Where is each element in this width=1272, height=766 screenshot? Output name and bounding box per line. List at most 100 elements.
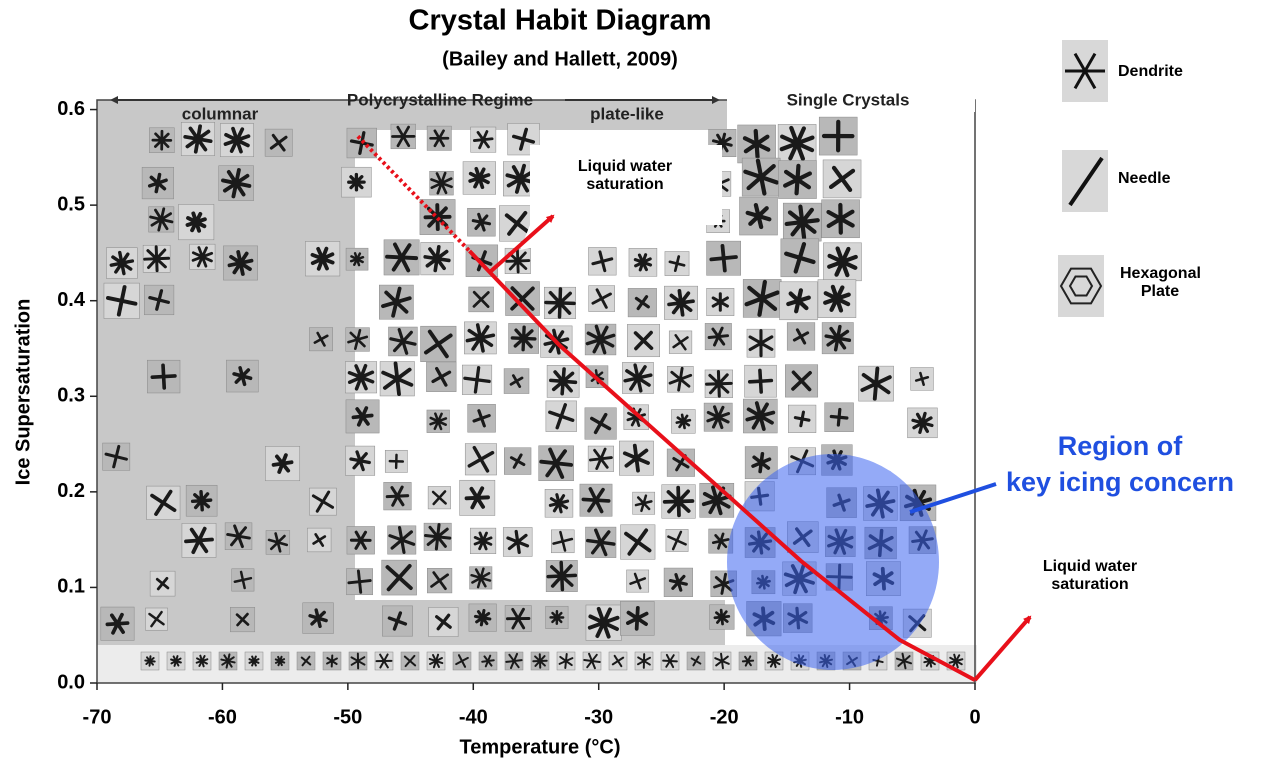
regime-label: columnar <box>182 104 259 123</box>
legend-icon <box>1062 150 1108 212</box>
crystal-image <box>420 199 455 234</box>
crystal-image <box>666 529 688 551</box>
crystal-image <box>470 567 492 589</box>
y-tick-label: 0.3 <box>57 385 85 407</box>
crystal-arm <box>750 381 772 382</box>
crystal-image <box>305 241 340 276</box>
crystal-image <box>144 285 174 315</box>
crystal-arm <box>201 492 202 510</box>
crystal-image <box>463 162 496 195</box>
icing-region <box>727 454 939 670</box>
crystal-image <box>469 287 494 312</box>
crystal-image <box>629 248 657 276</box>
crystal-image <box>225 523 252 550</box>
crystal-arm <box>760 454 762 472</box>
x-tick-label: -10 <box>835 706 864 728</box>
crystal-image <box>219 652 237 670</box>
y-axis-label: Ice Supersaturation <box>12 299 34 486</box>
crystal-image <box>705 370 733 398</box>
legend-icon-frame <box>1058 255 1104 317</box>
crystal-image <box>186 485 217 516</box>
crystal-image <box>825 403 854 432</box>
crystal-image <box>346 569 372 595</box>
crystal-image <box>388 327 417 356</box>
crystal-image <box>588 247 616 275</box>
x-tick-label: -20 <box>710 706 739 728</box>
crystal-arm <box>507 261 529 262</box>
crystal-image <box>347 526 375 554</box>
crystal-image <box>671 410 695 434</box>
crystal-image <box>589 286 615 312</box>
crystal-image <box>778 161 816 199</box>
crystal-image <box>742 158 780 196</box>
crystal-image <box>859 366 894 401</box>
crystal-image <box>531 652 549 670</box>
crystal-image <box>345 446 374 475</box>
x-tick-label: -40 <box>459 706 488 728</box>
crystal-image <box>669 331 692 354</box>
crystal-image <box>911 368 934 391</box>
crystal-image <box>346 400 379 433</box>
crystal-image <box>467 208 495 236</box>
crystal-image <box>707 288 734 315</box>
crystal-arm <box>875 369 878 399</box>
crystal-arm <box>711 257 736 259</box>
legend-label: Needle <box>1118 170 1228 188</box>
crystal-image <box>379 285 413 319</box>
crystal-image <box>427 410 450 433</box>
crystal-image <box>309 328 332 351</box>
regime-label: Single Crystals <box>787 90 910 109</box>
crystal-image <box>743 399 777 433</box>
crystal-image <box>182 523 216 557</box>
crystal-arm <box>678 488 679 516</box>
crystal-image <box>738 125 776 163</box>
crystal-image <box>271 652 289 670</box>
crystal-image <box>819 117 857 155</box>
legend-icon <box>1058 255 1104 317</box>
crystal-image <box>664 568 693 597</box>
crystal-image <box>380 362 414 396</box>
crystal-image <box>427 568 452 593</box>
crystal-image <box>546 401 577 432</box>
crystal-image <box>421 326 457 362</box>
crystal-image <box>588 446 614 472</box>
crystal-image <box>245 652 263 670</box>
crystal-image <box>544 287 575 318</box>
crystal-image <box>664 286 697 319</box>
crystal-image <box>781 239 819 277</box>
crystal-image <box>265 129 292 156</box>
crystal-image <box>557 652 575 670</box>
crystal-image <box>178 204 213 239</box>
crystal-image <box>778 124 816 162</box>
crystal-image <box>388 526 416 554</box>
crystal-image <box>747 329 775 357</box>
crystal-image <box>143 245 170 272</box>
crystal-image <box>785 365 817 397</box>
crystal-image <box>823 160 861 198</box>
crystal-image <box>619 441 653 475</box>
crystal-image <box>505 605 531 631</box>
annotation: Liquid water saturation <box>1000 558 1180 594</box>
crystal-image <box>635 652 653 670</box>
crystal-image <box>426 362 456 392</box>
crystal-image <box>101 607 134 640</box>
crystal-image <box>465 444 496 475</box>
crystal-image <box>230 607 255 632</box>
crystal-image <box>505 652 523 670</box>
crystal-image <box>551 530 574 553</box>
crystal-image <box>469 604 496 631</box>
crystal-image <box>713 652 731 670</box>
crystal-image <box>505 248 531 274</box>
y-tick-label: 0.5 <box>57 193 85 215</box>
crystal-image <box>705 323 731 349</box>
crystal-image <box>430 171 454 195</box>
crystal-image <box>226 360 258 392</box>
x-tick-label: -50 <box>333 706 362 728</box>
crystal-image <box>633 492 655 514</box>
crystal-image <box>609 652 627 670</box>
crystal-image <box>628 288 657 317</box>
crystal-arm <box>156 247 157 271</box>
crystal-image <box>788 405 816 433</box>
crystal-image <box>740 197 778 235</box>
crystal-image <box>384 482 412 510</box>
